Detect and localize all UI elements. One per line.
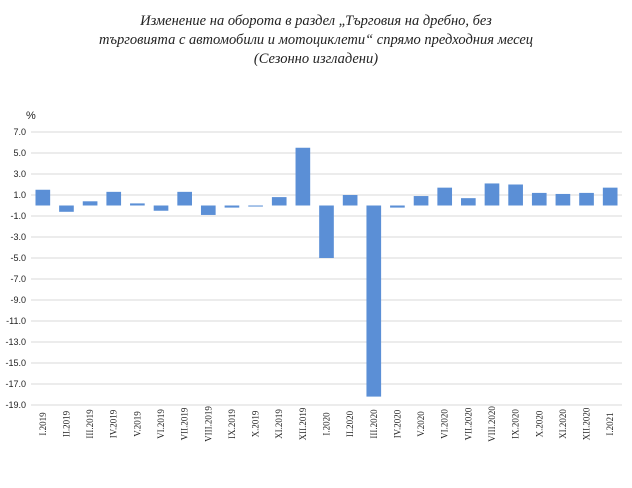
bar-V.2019 <box>130 203 145 206</box>
y-tick-label: -9.0 <box>10 295 26 305</box>
bar-VII.2020 <box>461 198 476 206</box>
x-tick-label: XII.2020 <box>582 407 592 440</box>
x-tick-label: VI.2020 <box>440 409 450 439</box>
y-tick-label: 7.0 <box>13 127 26 137</box>
chart-title: Изменение на оборота в раздел „Търговия … <box>0 12 632 69</box>
x-tick-label: VI.2019 <box>156 409 166 439</box>
x-tick-label: IV.2020 <box>392 409 402 438</box>
x-tick-label: VIII.2019 <box>203 406 213 442</box>
y-tick-label: 5.0 <box>13 148 26 158</box>
x-tick-label: I.2020 <box>322 412 332 436</box>
chart-title-line-3: (Сезонно изгладени) <box>253 51 379 67</box>
bar-IX.2019 <box>224 205 240 208</box>
y-tick-label: 1.0 <box>13 190 26 200</box>
bar-VIII.2019 <box>200 205 216 215</box>
y-axis-unit-label: % <box>26 110 36 122</box>
bar-XII.2020 <box>579 192 594 206</box>
x-tick-label: IX.2020 <box>511 409 521 439</box>
bar-III.2019 <box>82 201 98 206</box>
bar-V.2020 <box>413 196 429 206</box>
y-tick-label: -13.0 <box>5 337 26 347</box>
bar-II.2020 <box>342 195 358 206</box>
x-tick-label: XI.2020 <box>558 409 568 439</box>
bar-X.2019 <box>248 205 263 207</box>
y-tick-label: -5.0 <box>10 253 26 263</box>
x-tick-label: II.2019 <box>61 410 71 437</box>
gridlines <box>31 131 622 406</box>
x-tick-label: IX.2019 <box>227 409 237 439</box>
y-tick-label: -15.0 <box>5 358 26 368</box>
y-tick-label: -17.0 <box>5 379 26 389</box>
bars <box>35 147 618 397</box>
x-tick-label: V.2019 <box>132 411 142 437</box>
x-tick-label: XI.2019 <box>274 409 284 439</box>
x-tick-label: I.2019 <box>38 412 48 436</box>
bar-VII.2019 <box>177 191 192 206</box>
x-tick-label: III.2020 <box>369 409 379 439</box>
bar-VIII.2020 <box>484 183 500 206</box>
bar-I.2020 <box>319 205 334 258</box>
y-tick-label: -11.0 <box>6 316 26 326</box>
x-tick-label: X.2020 <box>534 410 544 437</box>
bar-VI.2019 <box>153 205 169 211</box>
x-tick-label: VIII.2020 <box>487 406 497 442</box>
x-tick-label: V.2020 <box>416 411 426 437</box>
chart-title-line-1: Изменение на оборота в раздел „Търговия … <box>140 13 492 29</box>
x-tick-label: VII.2019 <box>180 407 190 440</box>
bar-XII.2019 <box>295 147 311 206</box>
x-axis-ticks: I.2019 II.2019 III.2019 IV.2019 V.2019 VI.201… <box>38 406 615 442</box>
bar-II.2019 <box>59 205 74 212</box>
x-tick-label: I.2021 <box>605 412 615 435</box>
y-axis-ticks: 7.0 5.0 3.0 1.0 -1.0 -3.0 -5.0 -7.0 -9.0 -11.0 -13… <box>5 127 26 410</box>
y-tick-label: -1.0 <box>10 211 26 221</box>
bar-XI.2020 <box>555 193 571 206</box>
bar-I.2019 <box>35 189 51 206</box>
bar-IX.2020 <box>508 184 523 206</box>
chart-title-line-2: търговията с автомобили и мотоциклети“ с… <box>98 32 534 48</box>
bar-I.2021 <box>602 187 618 206</box>
y-tick-label: -19.0 <box>5 400 26 410</box>
bar-III.2020 <box>366 205 382 397</box>
bar-XI.2019 <box>271 197 287 206</box>
bar-IV.2020 <box>390 205 405 208</box>
bar-VI.2020 <box>437 187 453 206</box>
y-tick-label: -3.0 <box>10 232 26 242</box>
x-tick-label: XII.2019 <box>298 407 308 440</box>
x-tick-label: IV.2019 <box>109 409 119 438</box>
y-tick-label: -7.0 <box>10 274 26 284</box>
bar-X.2020 <box>531 192 547 206</box>
y-tick-label: 3.0 <box>13 169 26 179</box>
x-tick-label: III.2019 <box>85 409 95 439</box>
bar-IV.2019 <box>106 191 122 206</box>
x-tick-label: II.2020 <box>345 410 355 437</box>
x-tick-label: VII.2020 <box>463 407 473 440</box>
x-tick-label: X.2019 <box>251 410 261 437</box>
